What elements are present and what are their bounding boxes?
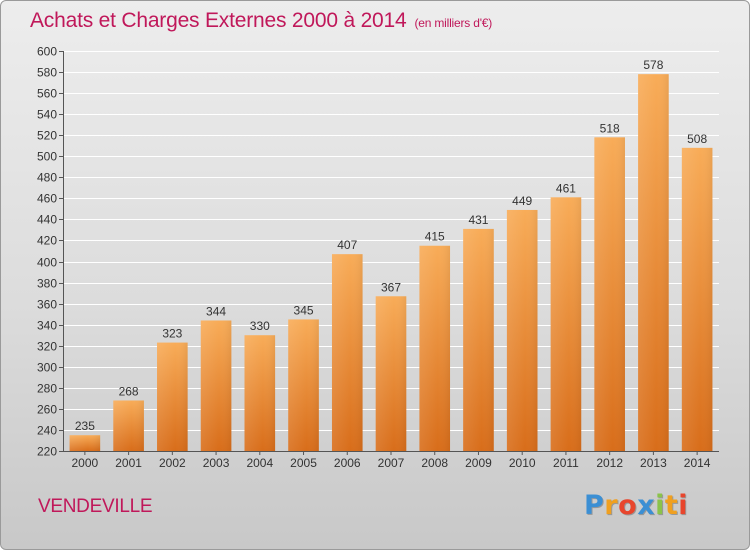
logo-letter: i [655, 490, 665, 521]
y-tick-label: 360 [37, 298, 57, 312]
y-tick-label: 540 [37, 108, 57, 122]
bar-highlight [506, 209, 538, 451]
x-tick-label: 2006 [334, 456, 361, 470]
y-tick-label: 240 [37, 424, 57, 438]
bar-highlight [419, 245, 451, 451]
label-layer: 235 2000 268 2001 323 2002 344 2003 330 2004 345 20… [72, 58, 711, 470]
chart-title: Achats et Charges Externes 2000 à 2014 (e… [30, 9, 492, 33]
y-tick-label: 260 [37, 403, 57, 417]
x-tick-label: 2001 [115, 456, 142, 470]
logo-letter: r [604, 490, 619, 521]
y-tick-label: 460 [37, 192, 57, 206]
bar-layer [69, 74, 713, 451]
bar-highlight [550, 197, 582, 451]
data-label: 518 [600, 121, 620, 135]
x-tick-label: 2010 [509, 456, 536, 470]
x-tick-label: 2000 [72, 456, 99, 470]
x-tick-label: 2007 [378, 456, 405, 470]
x-tick-label: 2008 [421, 456, 448, 470]
logo-letter: P [584, 490, 605, 521]
data-label: 345 [294, 303, 314, 317]
x-tick-label: 2013 [640, 456, 667, 470]
data-label: 367 [381, 280, 401, 294]
x-tick-label: 2004 [246, 456, 273, 470]
bar-highlight [681, 147, 713, 451]
y-tick-label: 560 [37, 87, 57, 101]
y-tick-label: 320 [37, 340, 57, 354]
data-label: 323 [162, 327, 182, 341]
y-tick-label: 500 [37, 150, 57, 164]
data-label: 407 [337, 238, 357, 252]
logo-letter: o [618, 490, 638, 521]
bar-highlight [157, 342, 188, 451]
x-tick-label: 2002 [159, 456, 186, 470]
location-name: VENDEVILLE [38, 496, 153, 517]
y-tick-label: 600 [37, 45, 57, 59]
y-tick-label: 400 [37, 256, 57, 270]
data-label: 330 [250, 319, 270, 333]
data-label: 344 [206, 304, 226, 318]
y-tick-label: 280 [37, 382, 57, 396]
axis-layer: 220 240 260 280 300 320 340 360 380 400 420 440 460 4… [37, 45, 719, 459]
data-label: 268 [119, 384, 139, 398]
x-tick-label: 2009 [465, 456, 492, 470]
y-tick-label: 580 [37, 66, 57, 80]
bar-highlight [375, 296, 407, 451]
bar-highlight [288, 319, 319, 451]
logo-letter: t [664, 490, 679, 521]
proxiti-logo: Proxiti [584, 490, 688, 521]
chart-unit: (en milliers d'€) [414, 16, 493, 30]
y-tick-label: 220 [37, 445, 57, 459]
y-tick-label: 480 [37, 171, 57, 185]
y-tick-label: 300 [37, 361, 57, 375]
logo-letter: i [678, 490, 689, 521]
y-tick-label: 380 [37, 277, 57, 291]
bar-highlight [594, 137, 625, 451]
logo-letter: x [637, 490, 656, 521]
bar-highlight [200, 320, 232, 451]
data-label: 461 [556, 181, 576, 195]
data-label: 449 [512, 194, 532, 208]
x-tick-label: 2003 [203, 456, 230, 470]
y-tick-label: 340 [37, 319, 57, 333]
data-label: 578 [643, 58, 663, 72]
data-label: 508 [687, 132, 707, 146]
bar-highlight [331, 254, 363, 451]
x-tick-label: 2005 [290, 456, 317, 470]
data-label: 415 [425, 230, 445, 244]
chart-title-text: Achats et Charges Externes 2000 à 2014 [30, 9, 407, 32]
bar-highlight [463, 228, 494, 451]
y-tick-label: 420 [37, 234, 57, 248]
bar-highlight [69, 435, 101, 451]
x-tick-label: 2012 [596, 456, 623, 470]
x-tick-label: 2014 [684, 456, 711, 470]
bar-highlight [244, 335, 276, 451]
bar-highlight [638, 74, 669, 451]
y-tick-label: 520 [37, 129, 57, 143]
data-label: 235 [75, 419, 95, 433]
x-tick-label: 2011 [553, 456, 579, 470]
data-label: 431 [468, 213, 488, 227]
y-tick-label: 440 [37, 213, 57, 227]
bar-highlight [113, 400, 144, 451]
